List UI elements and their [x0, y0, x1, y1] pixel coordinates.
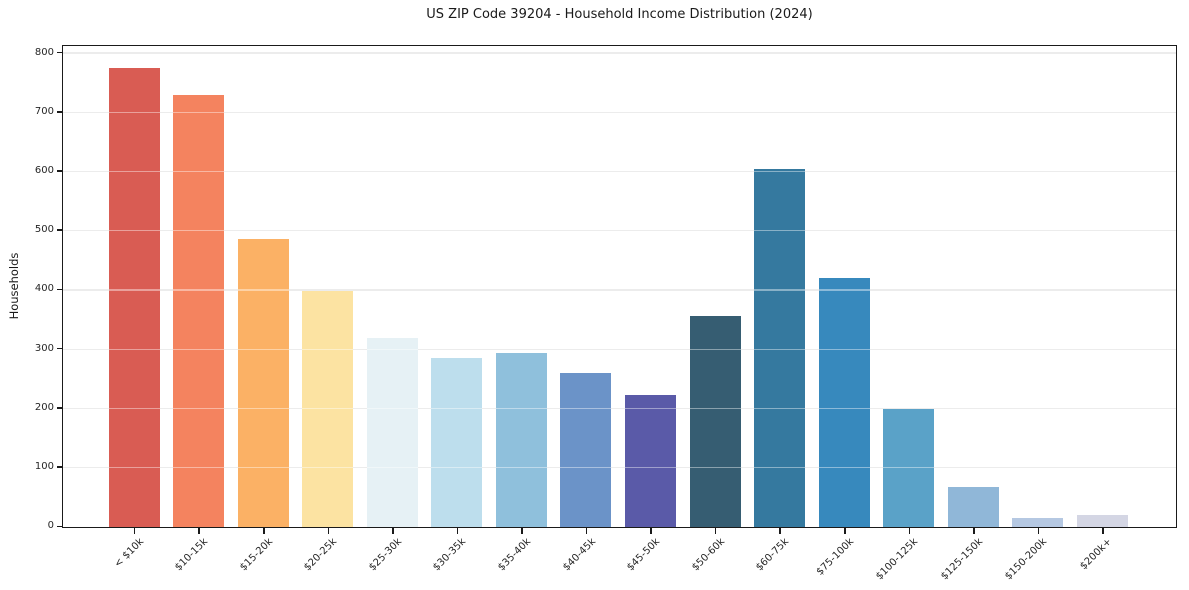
x-tick-mark	[585, 528, 588, 534]
y-tick-mark	[56, 229, 62, 232]
y-tick-label: 200	[34, 401, 54, 413]
x-tick-label: < $10k	[112, 536, 146, 570]
x-tick-label: $35-40k	[496, 536, 534, 574]
y-tick-label: 600	[34, 164, 54, 176]
bar-$100-125k	[883, 408, 935, 527]
y-tick-label: 500	[34, 224, 54, 236]
y-tick-mark	[56, 170, 62, 172]
x-tick-label: $100-125k	[874, 536, 921, 583]
y-tick-label: 300	[34, 342, 54, 354]
gridline	[63, 289, 1176, 291]
bar-$30-35k	[431, 358, 483, 527]
y-tick-mark	[56, 466, 62, 468]
y-tick-mark	[56, 288, 62, 291]
bar-$45-50k	[625, 394, 676, 527]
y-tick-mark	[56, 347, 62, 350]
bar-$25-30k	[366, 338, 418, 527]
x-tick-mark	[1102, 528, 1104, 534]
bar-$125-150k	[947, 487, 999, 527]
gridline	[63, 111, 1176, 114]
gridline-highlight	[63, 467, 1176, 469]
x-tick-mark	[843, 528, 846, 534]
x-tick-label: $150-200k	[1003, 536, 1050, 583]
gridline	[63, 407, 1176, 410]
gridline	[63, 230, 1176, 232]
y-tick-mark	[56, 407, 62, 409]
y-tick-label: 700	[34, 105, 54, 117]
x-tick-mark	[973, 528, 975, 534]
y-tick-label: 0	[47, 520, 54, 532]
bar-< $10k	[108, 67, 160, 527]
bar-$60-75k	[754, 168, 806, 527]
x-tick-label: $20-25k	[302, 536, 340, 574]
y-tick-mark	[56, 110, 62, 113]
y-tick-mark	[56, 525, 62, 528]
bar-$75-100k	[818, 277, 870, 527]
x-tick-mark	[133, 528, 136, 534]
x-tick-label: $30-35k	[431, 536, 469, 574]
x-tick-mark	[327, 528, 330, 534]
bar-$10-15k	[173, 94, 225, 527]
x-tick-label: $50-60k	[689, 536, 727, 574]
bar-$200k+	[1076, 515, 1128, 527]
x-tick-label: $40-45k	[560, 536, 598, 574]
x-tick-mark	[392, 528, 394, 534]
x-tick-label: $10-15k	[173, 536, 211, 574]
gridline	[63, 170, 1176, 173]
plot-area	[62, 45, 1177, 528]
x-tick-mark	[263, 528, 265, 534]
x-tick-mark	[198, 528, 201, 534]
gridline	[63, 52, 1176, 54]
gridline	[63, 467, 1176, 469]
bar-$40-45k	[560, 373, 612, 527]
chart-title: US ZIP Code 39204 - Household Income Dis…	[426, 7, 813, 22]
bar-$20-25k	[302, 290, 354, 527]
gridline-highlight	[63, 170, 1176, 173]
x-tick-label: $25-30k	[367, 536, 404, 574]
gridline-highlight	[63, 111, 1176, 114]
y-tick-mark	[56, 51, 62, 54]
gridline	[63, 348, 1176, 350]
x-tick-label: $15-20k	[237, 536, 275, 574]
bar-$35-40k	[495, 352, 547, 527]
x-tick-mark	[521, 528, 523, 534]
bar-$50-60k	[689, 315, 741, 527]
x-tick-mark	[456, 528, 459, 534]
y-tick-label: 100	[34, 461, 54, 473]
x-tick-label: $75-100k	[814, 536, 856, 578]
x-tick-mark	[714, 528, 717, 534]
x-tick-label: $125-150k	[938, 536, 985, 583]
x-tick-mark	[1037, 528, 1040, 534]
gridline-highlight	[63, 289, 1176, 291]
gridline-highlight	[63, 407, 1176, 410]
gridline-highlight	[63, 348, 1176, 350]
x-tick-label: $200k+	[1078, 536, 1115, 573]
gridline-highlight	[63, 230, 1176, 232]
x-tick-mark	[779, 528, 781, 534]
x-tick-mark	[650, 528, 652, 534]
bar-$15-20k	[237, 238, 289, 527]
x-tick-mark	[908, 528, 911, 534]
y-tick-label: 800	[34, 46, 54, 58]
bar-$150-200k	[1012, 518, 1064, 527]
y-tick-label: 400	[34, 283, 54, 295]
gridline-highlight	[63, 52, 1176, 54]
